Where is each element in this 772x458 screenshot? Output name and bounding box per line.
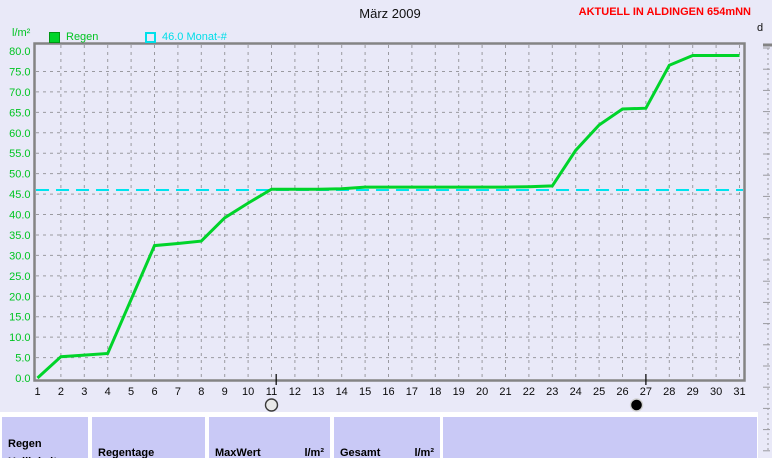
- svg-text:28: 28: [663, 386, 675, 398]
- svg-text:75.0: 75.0: [9, 66, 30, 78]
- svg-text:7: 7: [175, 386, 181, 398]
- svg-text:30.0: 30.0: [9, 250, 30, 262]
- maxwert-unit: l/m²: [304, 446, 324, 458]
- empty-cell: [443, 417, 757, 458]
- svg-text:25.0: 25.0: [9, 271, 30, 283]
- gesamt-cell: Gesamt l/m² 78.9: [334, 417, 440, 458]
- svg-text:60.0: 60.0: [9, 128, 30, 140]
- y-axis-unit-label: l/m²: [12, 27, 31, 39]
- svg-text:3: 3: [81, 386, 87, 398]
- svg-text:30: 30: [710, 386, 722, 398]
- svg-text:0.0: 0.0: [15, 373, 30, 385]
- svg-text:16: 16: [382, 386, 394, 398]
- svg-text:24: 24: [570, 386, 582, 398]
- svg-text:21: 21: [499, 386, 511, 398]
- rain-series-swatch-icon: [49, 31, 60, 43]
- svg-text:22: 22: [523, 386, 535, 398]
- svg-text:40.0: 40.0: [9, 210, 30, 222]
- svg-text:1: 1: [34, 386, 40, 398]
- legend-monat-label: 46.0 Monat-#: [162, 31, 227, 43]
- full-moon-icon: [264, 398, 279, 412]
- regentage-header: Regentage: [98, 446, 155, 458]
- svg-text:10: 10: [242, 386, 254, 398]
- svg-text:27: 27: [640, 386, 652, 398]
- row-label-cell: Regen Helligkeit: [2, 417, 88, 458]
- svg-text:19: 19: [453, 386, 465, 398]
- new-moon-icon: [629, 398, 644, 412]
- reference-line-swatch-icon: [145, 31, 156, 43]
- svg-text:65.0: 65.0: [9, 107, 30, 119]
- svg-text:55.0: 55.0: [9, 148, 30, 160]
- svg-text:35.0: 35.0: [9, 230, 30, 242]
- maxwert-header: MaxWert: [215, 446, 261, 458]
- regentage-cell: Regentage 17: [92, 417, 205, 458]
- svg-text:29: 29: [687, 386, 699, 398]
- svg-text:25: 25: [593, 386, 605, 398]
- legend-regen-label: Regen: [66, 31, 99, 43]
- svg-text:8: 8: [198, 386, 204, 398]
- svg-text:70.0: 70.0: [9, 87, 30, 99]
- svg-text:5.0: 5.0: [15, 353, 30, 365]
- svg-text:14: 14: [336, 386, 348, 398]
- svg-text:20: 20: [476, 386, 488, 398]
- svg-text:17: 17: [406, 386, 418, 398]
- svg-text:10.0: 10.0: [9, 332, 30, 344]
- svg-text:6: 6: [151, 386, 157, 398]
- svg-text:23: 23: [546, 386, 558, 398]
- svg-text:12: 12: [289, 386, 301, 398]
- svg-text:50.0: 50.0: [9, 169, 30, 181]
- svg-text:15.0: 15.0: [9, 312, 30, 324]
- gesamt-header: Gesamt: [340, 446, 381, 458]
- svg-text:31: 31: [733, 386, 745, 398]
- legend-item-monthly-reference: 46.0 Monat-#: [145, 31, 227, 43]
- svg-text:5: 5: [128, 386, 134, 398]
- adjacent-panel-axis-label: d: [757, 22, 764, 34]
- svg-text:15: 15: [359, 386, 371, 398]
- svg-text:26: 26: [616, 386, 628, 398]
- row-label-regen: Regen: [8, 438, 42, 450]
- svg-text:4: 4: [105, 386, 111, 398]
- svg-text:9: 9: [222, 386, 228, 398]
- svg-text:80.0: 80.0: [9, 46, 30, 58]
- svg-text:20.0: 20.0: [9, 291, 30, 303]
- svg-text:45.0: 45.0: [9, 189, 30, 201]
- maxwert-cell: MaxWert l/m² 06.03. 03:15 15.5: [209, 417, 330, 458]
- svg-text:13: 13: [312, 386, 324, 398]
- page-title: März 2009: [359, 6, 421, 21]
- station-status-text: AKTUELL IN ALDINGEN 654mNN: [578, 6, 751, 18]
- legend-item-regen: Regen: [49, 31, 98, 43]
- row-label-next-clipped: Helligkeit: [8, 456, 57, 458]
- gesamt-unit: l/m²: [414, 446, 434, 458]
- svg-text:11: 11: [266, 386, 277, 398]
- svg-text:18: 18: [429, 386, 441, 398]
- summary-table: Regen Helligkeit Regentage 17 MaxWert l/…: [0, 412, 758, 458]
- svg-text:2: 2: [58, 386, 64, 398]
